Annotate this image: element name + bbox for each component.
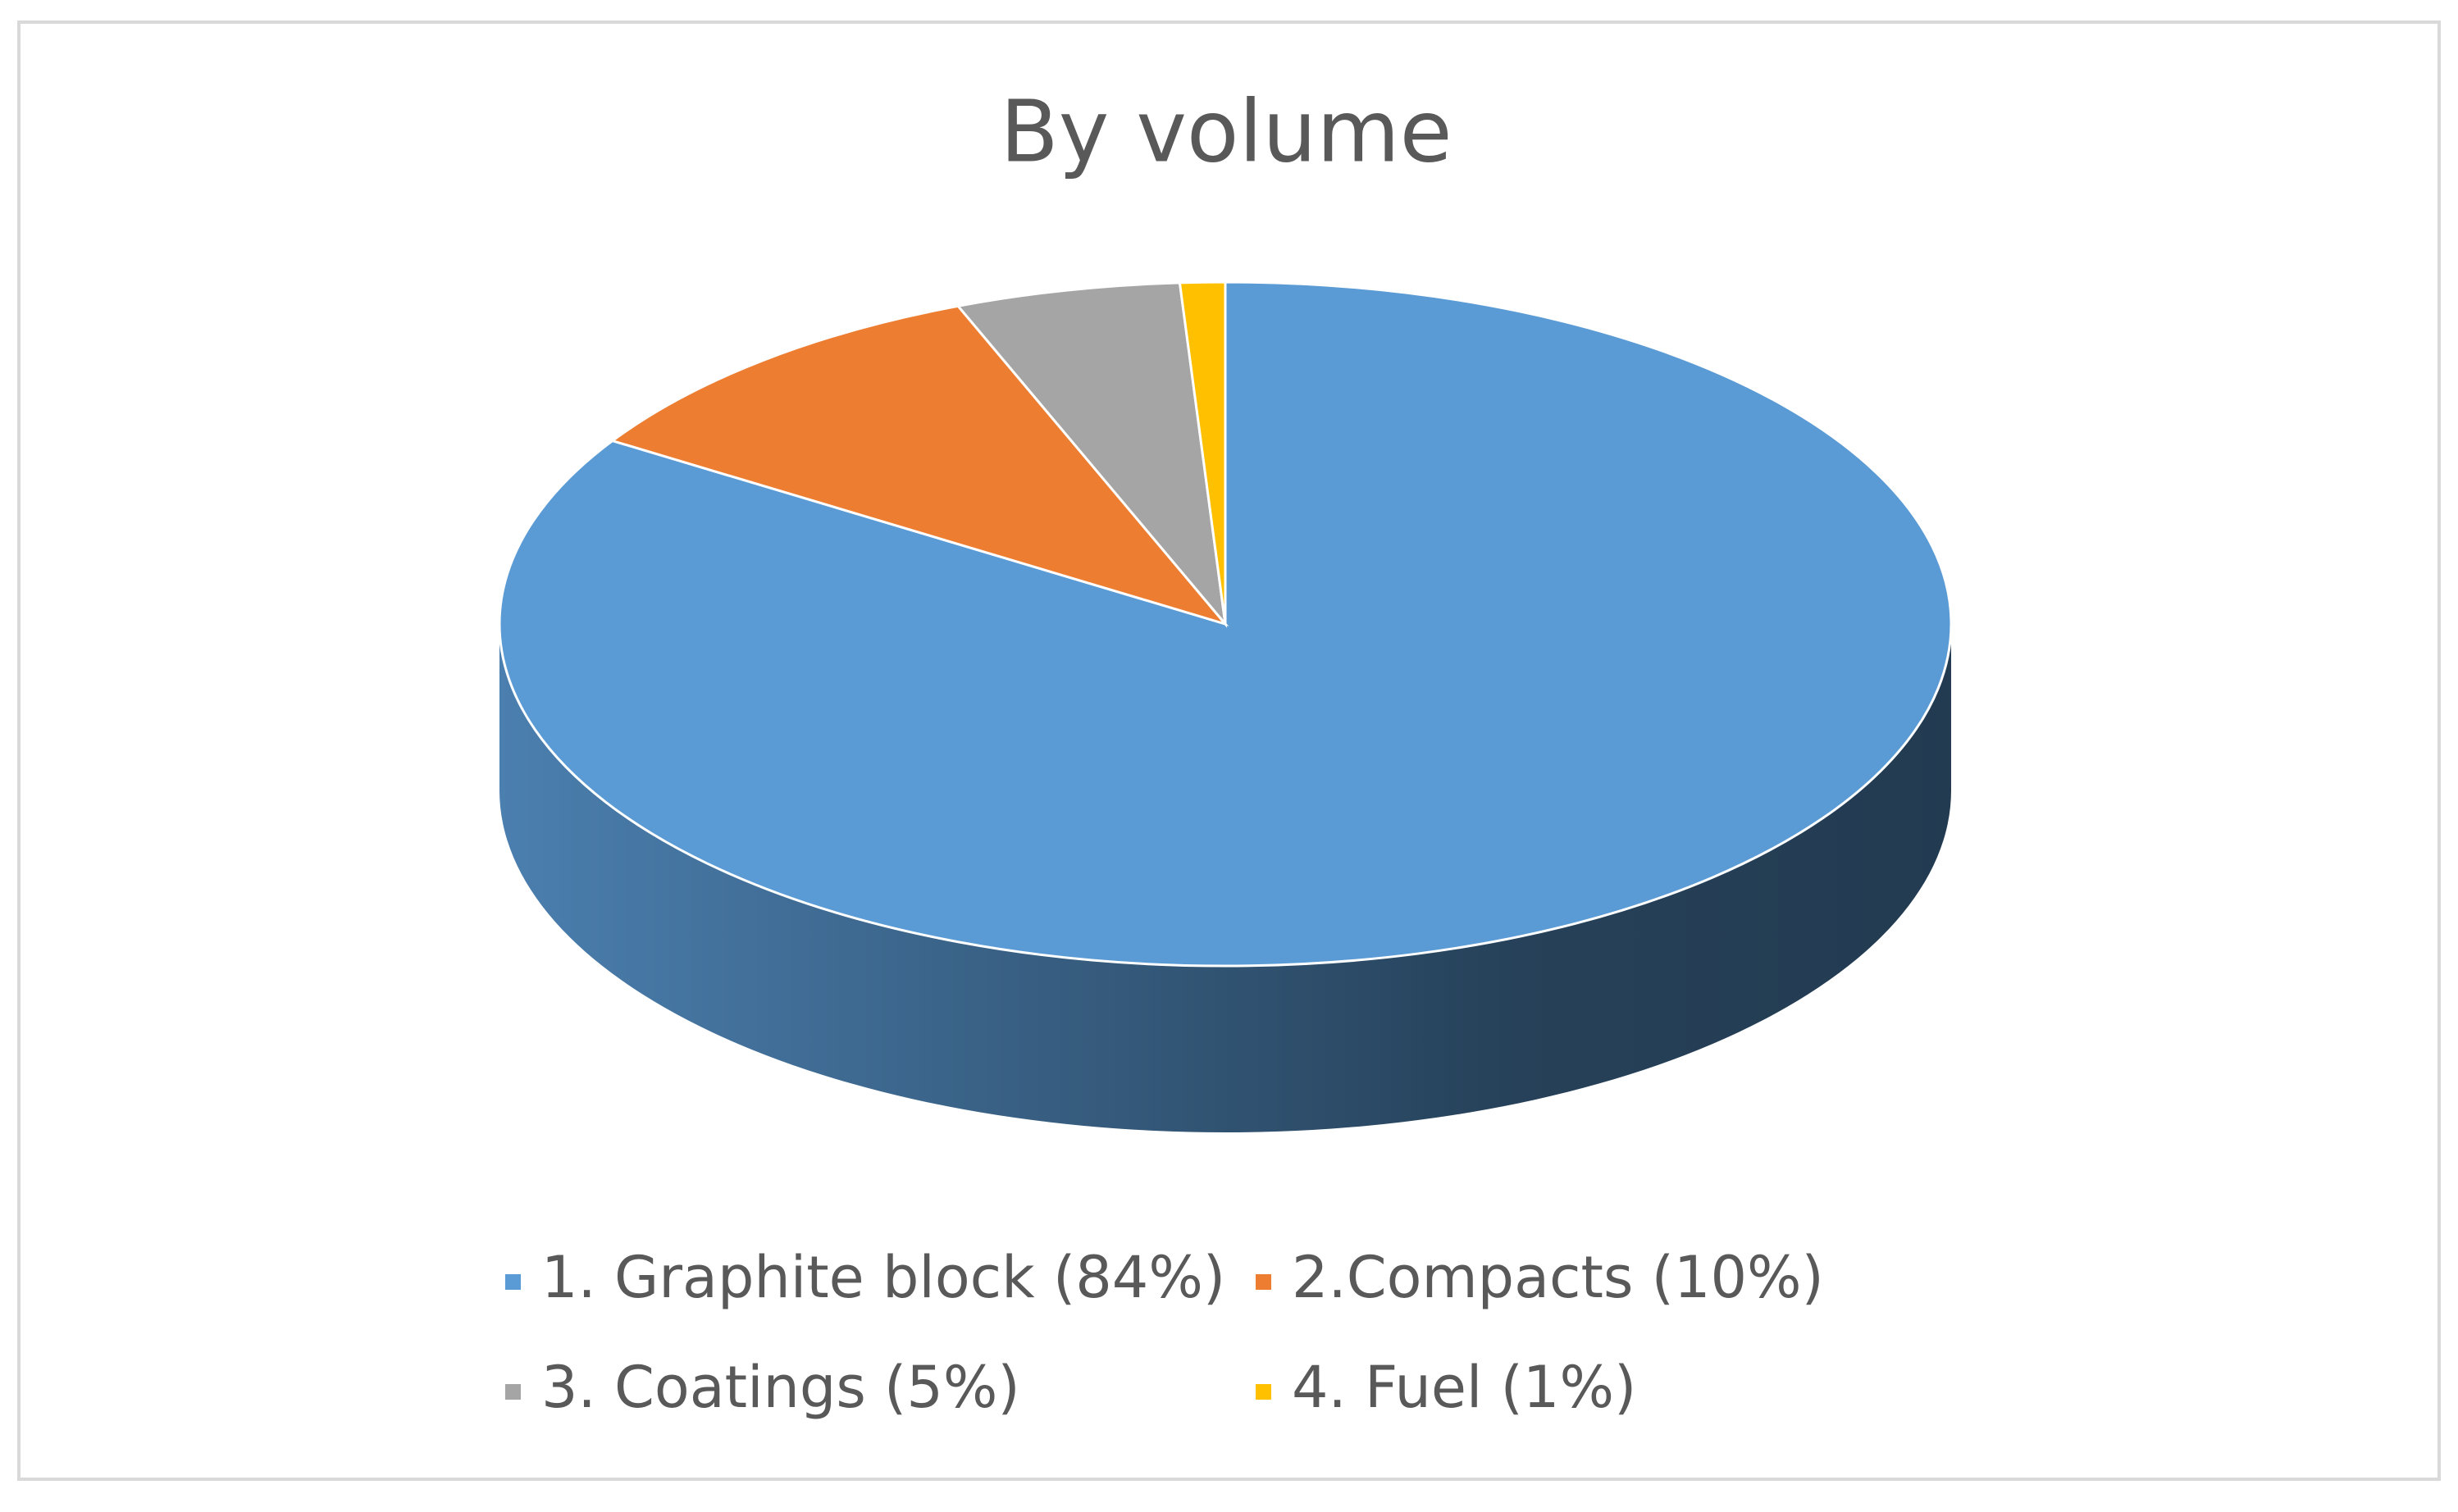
pie-slice [955, 281, 1228, 628]
pie-side [499, 624, 1951, 1132]
legend-label: 2.Compacts (10%) [1292, 1244, 1824, 1311]
legend-marker [1256, 1384, 1271, 1400]
legend-label: 1. Graphite block (84%) [541, 1244, 1225, 1311]
pie-slice [498, 280, 1953, 968]
chart-title: By volume [1000, 81, 1452, 181]
legend-marker [505, 1274, 521, 1290]
pie-slice [1178, 280, 1227, 625]
legend-marker [1256, 1274, 1271, 1290]
legend-label: 4. Fuel (1%) [1292, 1354, 1636, 1421]
pie-slice [609, 304, 1229, 626]
legend-marker [505, 1384, 521, 1400]
legend-label: 3. Coatings (5%) [541, 1354, 1020, 1421]
